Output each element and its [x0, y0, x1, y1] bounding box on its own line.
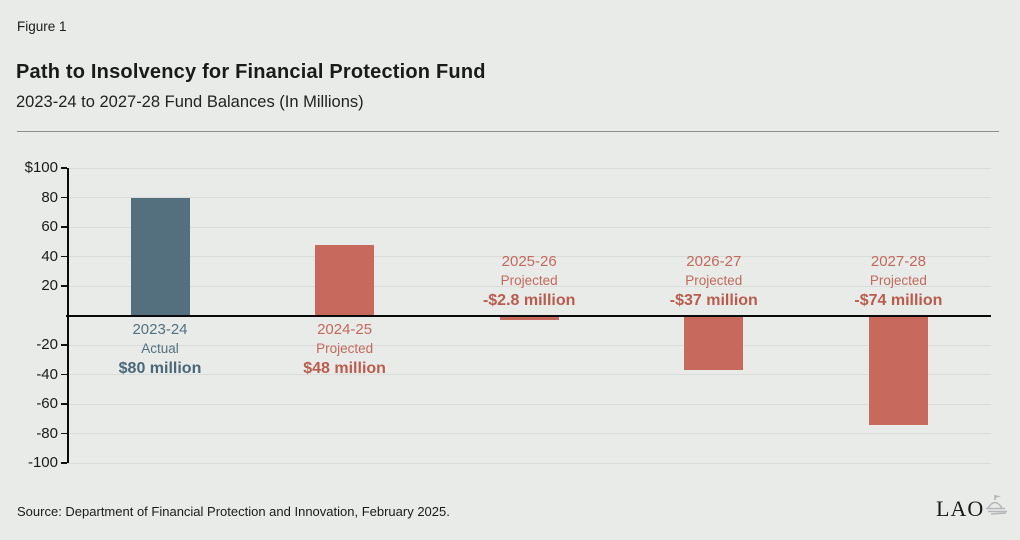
- bar-2024-25: [315, 244, 375, 316]
- bar-2026-27: [684, 315, 744, 371]
- bar-label-group: 2023-24 Actual $80 million: [72, 320, 248, 380]
- bar-value-label: $80 million: [118, 359, 202, 377]
- bar-status-label: Projected: [500, 273, 558, 288]
- bar-value-label: -$37 million: [669, 292, 758, 309]
- header-divider: [17, 131, 999, 132]
- axis-tick: [61, 255, 67, 258]
- axis-tick: [61, 432, 67, 435]
- y-tick-label: $100: [24, 159, 58, 176]
- gridline: [67, 433, 991, 434]
- bar-2023-24: [130, 197, 190, 316]
- gridline: [67, 285, 991, 287]
- bar-2027-28: [868, 315, 928, 425]
- y-tick-label: 40: [41, 247, 58, 265]
- bar-value-label: -$2.8 million: [482, 292, 576, 309]
- axis-tick: [61, 167, 67, 169]
- bar-status-label: Projected: [316, 340, 374, 356]
- bar-label-group: 2025-26 Projected -$2.8 million: [441, 252, 617, 312]
- y-tick-label: -80: [36, 424, 58, 442]
- axis-tick: [61, 373, 67, 376]
- bar-category-label: 2027-28: [870, 253, 926, 270]
- bar-category-label: 2026-27: [686, 253, 742, 270]
- gridline: [67, 462, 991, 464]
- y-tick-label: 80: [41, 188, 58, 206]
- bar-label-group: 2027-28 Projected -$74 million: [810, 252, 986, 312]
- bar-status-label: Actual: [141, 340, 179, 356]
- zero-line: [66, 314, 991, 317]
- bar-status-label: Projected: [869, 273, 927, 288]
- y-tick-label: -20: [36, 336, 58, 353]
- axis-tick: [61, 403, 67, 405]
- y-tick-label: -40: [36, 365, 58, 383]
- gridline: [67, 226, 991, 228]
- gridline: [67, 167, 991, 169]
- figure-label: Figure 1: [17, 19, 67, 34]
- bar-category-label: 2024-25: [317, 320, 373, 338]
- page-subtitle: 2023-24 to 2027-28 Fund Balances (In Mil…: [16, 93, 364, 111]
- bar-category-label: 2025-26: [501, 253, 557, 270]
- source-text: Source: Department of Financial Protecti…: [17, 504, 450, 519]
- y-tick-label: -100: [27, 454, 58, 471]
- bar-status-label: Projected: [685, 273, 743, 288]
- bar-label-group: 2024-25 Projected $48 million: [257, 320, 433, 380]
- axis-tick: [61, 285, 67, 287]
- bar-category-label: 2023-24: [132, 320, 188, 338]
- axis-tick: [61, 462, 67, 464]
- bar-value-label: $48 million: [303, 359, 386, 377]
- capitol-dome-icon: [984, 492, 1008, 520]
- y-tick-label: 60: [41, 218, 58, 235]
- y-tick-label: 20: [41, 277, 58, 294]
- gridline: [67, 197, 991, 198]
- gridline: [67, 403, 991, 405]
- lao-logo: LAO: [936, 492, 1008, 520]
- axis-tick: [61, 226, 67, 228]
- gridline: [67, 344, 991, 346]
- y-tick-label: -60: [36, 395, 58, 412]
- bar-label-group: 2026-27 Projected -$37 million: [626, 252, 802, 312]
- lao-logo-text: LAO: [936, 496, 985, 521]
- bar-value-label: -$74 million: [854, 292, 943, 309]
- axis-tick: [61, 196, 67, 199]
- gridline: [67, 374, 991, 375]
- page-title: Path to Insolvency for Financial Protect…: [16, 61, 486, 83]
- axis-tick: [61, 344, 67, 346]
- gridline: [67, 256, 991, 257]
- bar-2025-26: [499, 315, 559, 320]
